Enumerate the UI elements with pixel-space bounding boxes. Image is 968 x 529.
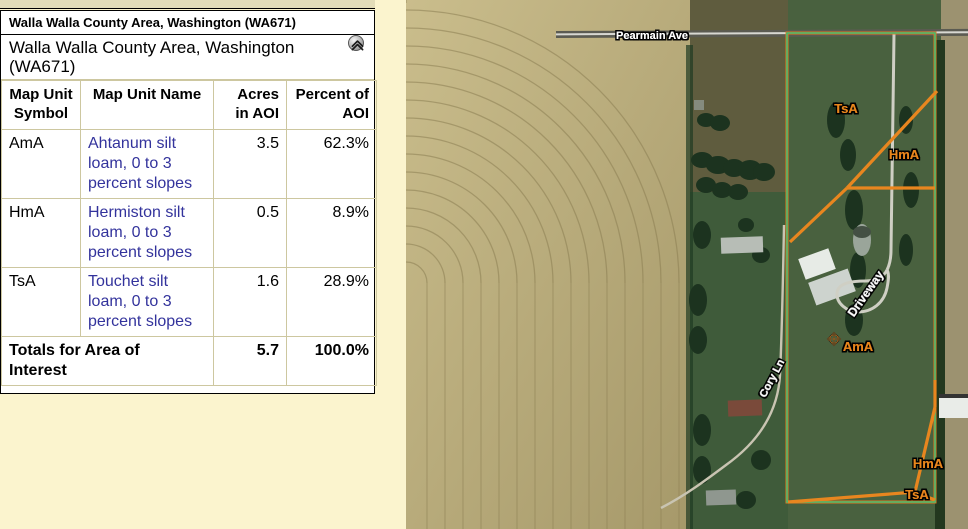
svg-text:HmA: HmA — [913, 456, 944, 471]
svg-text:TsA: TsA — [834, 101, 858, 116]
svg-text:TsA: TsA — [905, 487, 929, 502]
svg-text:HmA: HmA — [889, 147, 920, 162]
svg-text:AmA: AmA — [843, 339, 874, 354]
svg-text:Pearmain Ave: Pearmain Ave — [616, 30, 688, 42]
